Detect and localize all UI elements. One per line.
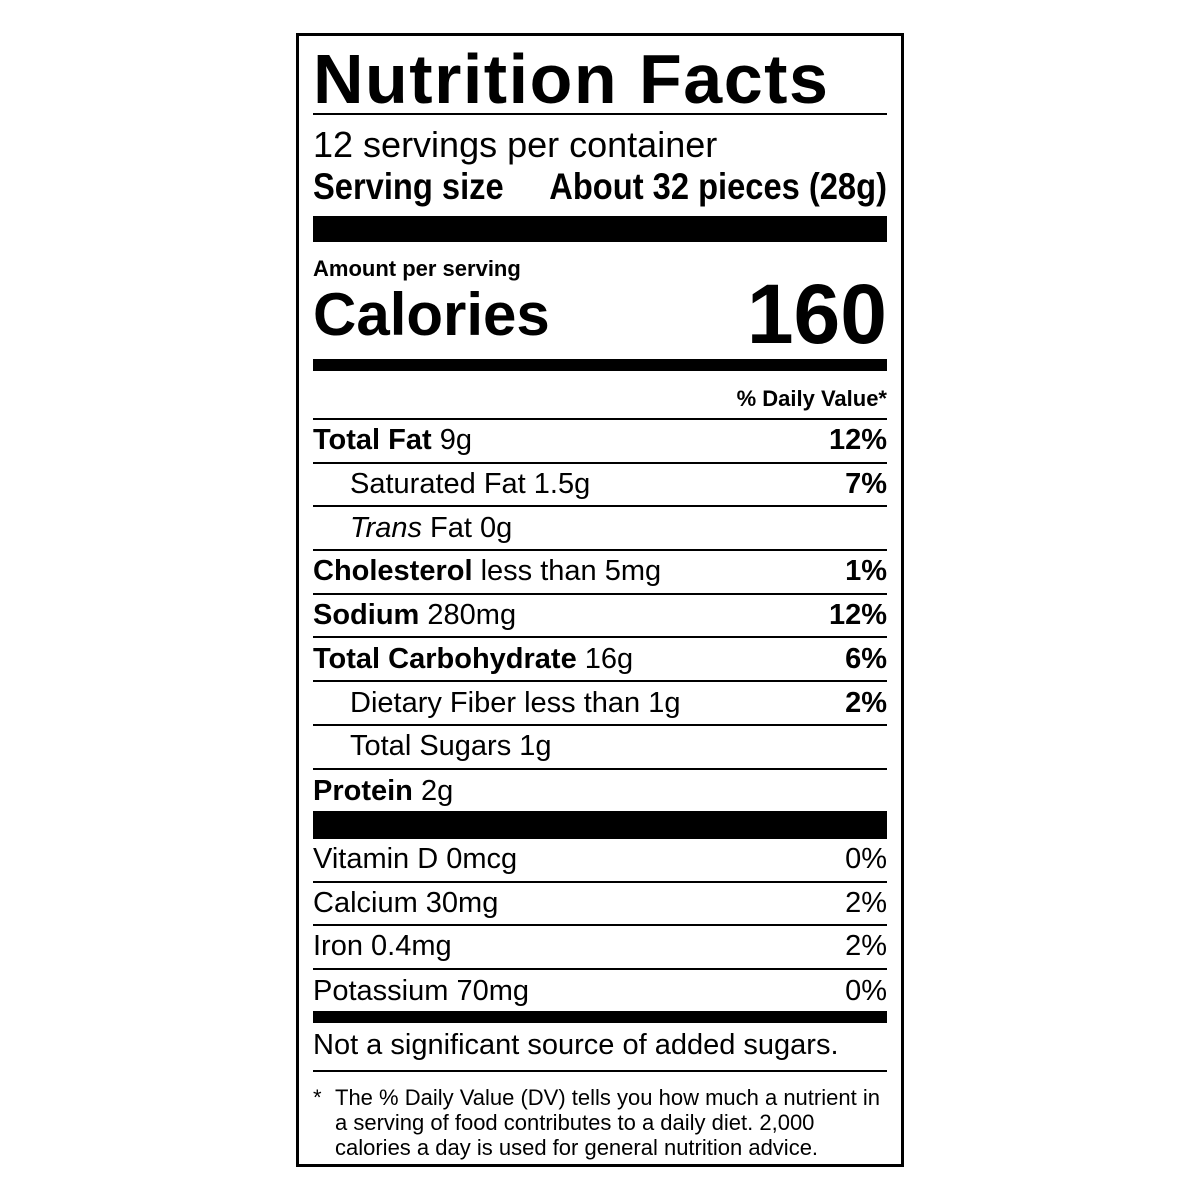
label-title: Nutrition Facts xyxy=(313,40,830,118)
vitamin-daily-value: 2% xyxy=(845,930,887,963)
nutrient-name-amount: Total Carbohydrate 16g xyxy=(313,643,633,676)
nutrient-daily-value: 6% xyxy=(845,642,887,675)
vitamin-name-amount: Iron 0.4mg xyxy=(313,930,452,963)
nutrient-row: Total Carbohydrate 16g 6% xyxy=(313,639,887,683)
nutrient-name-amount: Trans Fat 0g xyxy=(313,512,512,545)
vitamin-row: Vitamin D 0mcg 0% xyxy=(313,839,887,883)
nutrient-name-amount: Total Sugars 1g xyxy=(313,730,552,763)
nutrient-name-amount: Cholesterol less than 5mg xyxy=(313,555,661,588)
footnote: * The % Daily Value (DV) tells you how m… xyxy=(313,1085,887,1160)
nutrient-amount: 16g xyxy=(584,642,634,675)
vitamin-row: Calcium 30mg 2% xyxy=(313,883,887,926)
nutrient-row: Saturated Fat 1.5g 7% xyxy=(313,464,887,508)
nutrient-name: Saturated Fat xyxy=(350,468,526,501)
divider xyxy=(313,418,887,420)
thick-divider xyxy=(313,811,887,839)
vitamin-daily-value: 0% xyxy=(845,974,887,1007)
nutrient-name: Trans xyxy=(350,511,422,544)
serving-size-label: Serving size xyxy=(313,166,504,207)
daily-value-header: % Daily Value* xyxy=(736,386,887,411)
nutrient-daily-value: 1% xyxy=(845,555,887,588)
nutrient-daily-value: 12% xyxy=(828,599,887,632)
nutrient-amount: 2g xyxy=(420,774,454,807)
nutrient-row: Sodium 280mg 12% xyxy=(313,595,887,639)
nutrient-name-amount: Protein 2g xyxy=(313,775,453,808)
nutrient-name: Total Fat xyxy=(313,424,432,457)
serving-size-value: About 32 pieces (28g) xyxy=(549,166,887,207)
nutrient-name-suffix: Fat xyxy=(430,511,472,544)
vitamin-row: Potassium 70mg 0% xyxy=(313,970,887,1014)
nutrient-row: Protein 2g xyxy=(313,770,887,814)
vitamin-name-amount: Calcium 30mg xyxy=(313,886,499,919)
footnote-star: * xyxy=(313,1085,322,1110)
nutrient-daily-value: 12% xyxy=(828,424,887,457)
nutrient-name-amount: Total Fat 9g xyxy=(313,424,472,457)
nutrient-name: Sodium xyxy=(313,599,420,632)
nutrient-name: Cholesterol xyxy=(313,555,473,588)
nutrient-name-amount: Sodium 280mg xyxy=(313,599,516,632)
nutrient-row: Total Sugars 1g xyxy=(313,726,887,770)
nutrient-amount: 1.5g xyxy=(533,468,591,501)
servings-per-container: 12 servings per container xyxy=(313,124,718,165)
nutrient-amount: 1g xyxy=(519,730,552,763)
nutrient-row: Dietary Fiber less than 1g 2% xyxy=(313,682,887,726)
vitamin-daily-value: 0% xyxy=(845,843,887,876)
nutrition-facts-label: Nutrition Facts 12 servings per containe… xyxy=(296,33,904,1167)
vitamin-name-amount: Vitamin D 0mcg xyxy=(313,843,518,876)
nutrient-name: Total Sugars xyxy=(350,730,512,763)
vitamin-name-amount: Potassium 70mg xyxy=(313,974,529,1007)
nutrient-row: Trans Fat 0g xyxy=(313,507,887,552)
nutrient-name: Protein xyxy=(313,774,413,807)
added-sugars-note: Not a significant source of added sugars… xyxy=(313,1029,839,1061)
serving-size: Serving size About 32 pieces (28g) xyxy=(313,166,887,208)
calories-value: 160 xyxy=(746,266,887,361)
medium-divider xyxy=(313,359,887,371)
thick-divider xyxy=(313,216,887,242)
medium-divider xyxy=(313,1011,887,1023)
nutrient-amount: less than 5mg xyxy=(480,555,662,588)
nutrient-amount: 280mg xyxy=(427,599,517,632)
nutrient-daily-value: 2% xyxy=(845,686,887,719)
nutrient-amount: 9g xyxy=(439,424,473,457)
vitamin-row: Iron 0.4mg 2% xyxy=(313,926,887,970)
amount-per-serving: Amount per serving xyxy=(313,256,521,281)
nutrient-name: Total Carbohydrate xyxy=(313,642,577,675)
divider xyxy=(313,113,887,115)
divider xyxy=(313,1070,887,1072)
calories-row: Calories 160 xyxy=(313,267,887,361)
vitamin-daily-value: 2% xyxy=(845,886,887,919)
nutrient-row: Cholesterol less than 5mg 1% xyxy=(313,551,887,595)
nutrient-name: Dietary Fiber xyxy=(350,686,516,719)
footnote-text: The % Daily Value (DV) tells you how muc… xyxy=(335,1085,880,1160)
nutrient-row: Total Fat 9g 12% xyxy=(313,420,887,464)
nutrient-amount: less than 1g xyxy=(524,686,681,719)
calories-label: Calories xyxy=(313,280,550,348)
nutrient-daily-value: 7% xyxy=(845,468,887,501)
nutrient-name-amount: Dietary Fiber less than 1g xyxy=(313,687,680,720)
nutrient-amount: 0g xyxy=(480,511,513,544)
nutrient-name-amount: Saturated Fat 1.5g xyxy=(313,468,590,501)
